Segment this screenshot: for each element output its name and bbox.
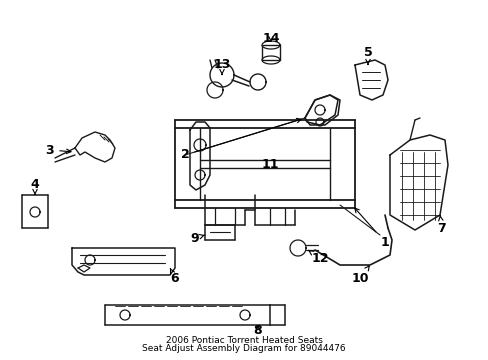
Text: 9: 9 xyxy=(190,231,204,244)
Text: 14: 14 xyxy=(262,31,279,45)
Text: Seat Adjust Assembly Diagram for 89044476: Seat Adjust Assembly Diagram for 8904447… xyxy=(142,344,345,353)
Text: 7: 7 xyxy=(437,216,446,234)
Text: 1: 1 xyxy=(354,208,388,248)
Text: 12: 12 xyxy=(308,250,328,265)
Text: 13: 13 xyxy=(213,58,230,75)
Text: 8: 8 xyxy=(253,324,262,337)
Text: 5: 5 xyxy=(363,45,372,64)
Text: 4: 4 xyxy=(31,179,40,194)
Text: 2: 2 xyxy=(180,118,301,162)
Text: 6: 6 xyxy=(170,269,179,284)
Text: 10: 10 xyxy=(350,266,368,284)
Text: 3: 3 xyxy=(45,144,71,157)
Text: 11: 11 xyxy=(261,158,278,171)
Text: 2006 Pontiac Torrent Heated Seats: 2006 Pontiac Torrent Heated Seats xyxy=(165,336,322,345)
